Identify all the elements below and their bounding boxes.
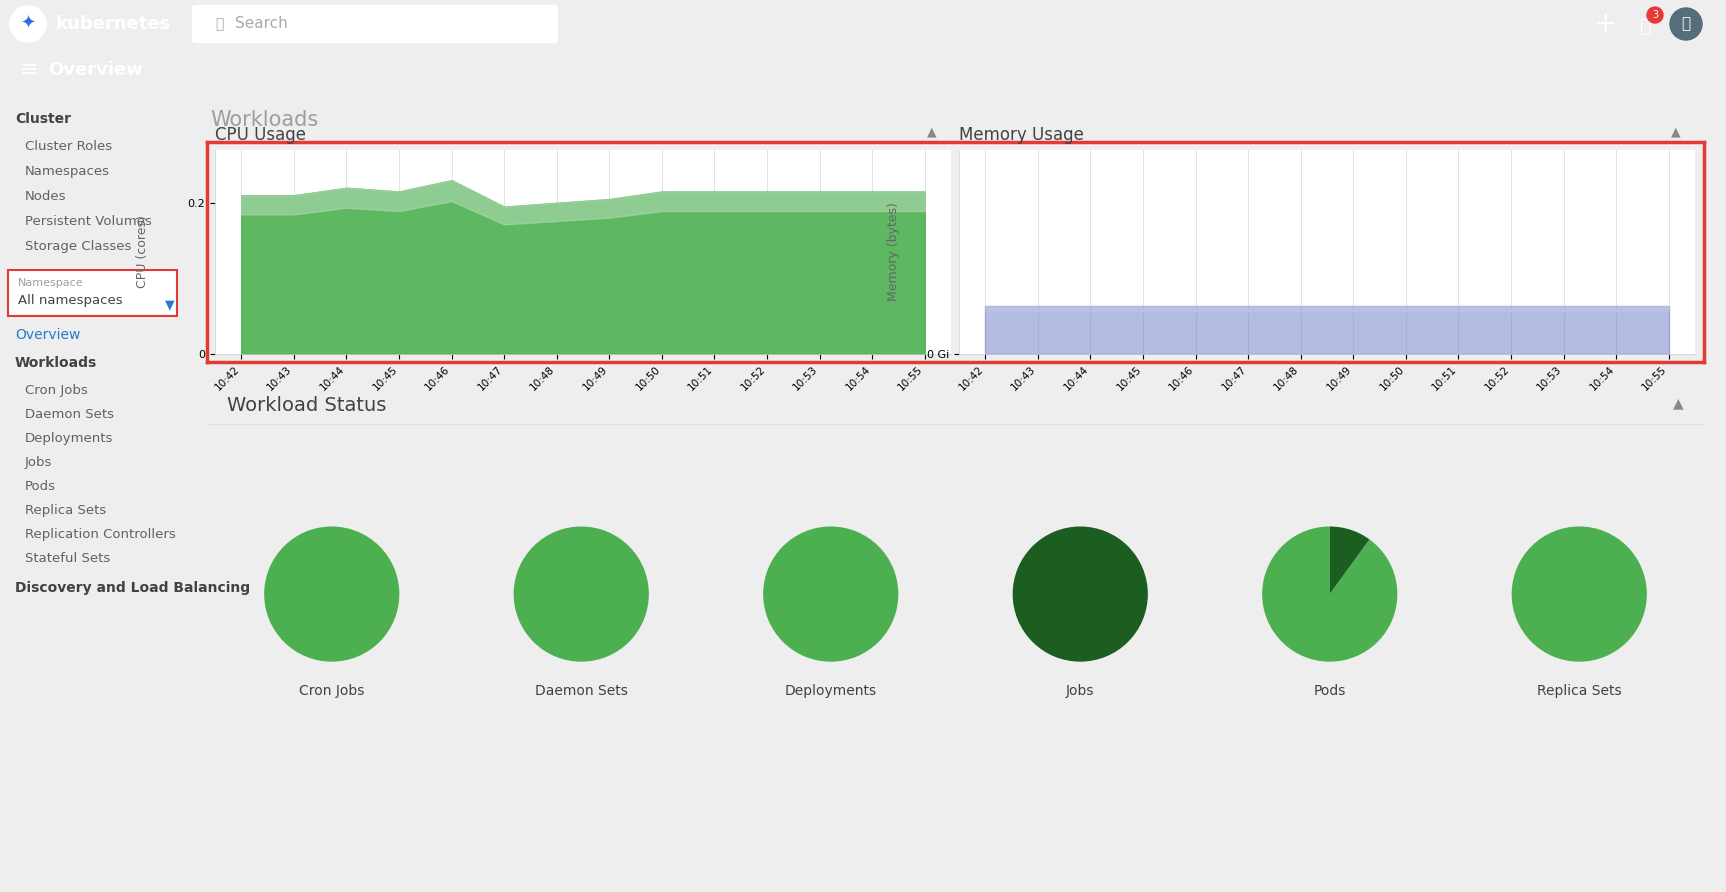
Text: Overview: Overview xyxy=(16,328,81,342)
Text: Overview: Overview xyxy=(48,61,143,79)
Text: 🔔: 🔔 xyxy=(1640,16,1652,36)
Text: Cron Jobs: Cron Jobs xyxy=(299,683,364,698)
Text: +: + xyxy=(1595,10,1617,38)
Text: Pods: Pods xyxy=(24,480,55,493)
Text: Deployments: Deployments xyxy=(785,683,877,698)
Text: Pods: Pods xyxy=(1313,683,1346,698)
Text: ✦: ✦ xyxy=(21,15,36,33)
Wedge shape xyxy=(264,526,399,662)
Y-axis label: Memory (bytes): Memory (bytes) xyxy=(887,202,901,301)
Text: Persistent Volumes: Persistent Volumes xyxy=(24,215,152,228)
Text: 🔍: 🔍 xyxy=(216,17,223,31)
Text: ▲: ▲ xyxy=(1674,396,1685,410)
Text: Replica Sets: Replica Sets xyxy=(24,504,107,517)
Wedge shape xyxy=(514,526,649,662)
Text: Workloads: Workloads xyxy=(16,356,97,370)
Text: Search: Search xyxy=(235,16,288,31)
Text: 3: 3 xyxy=(1652,10,1659,20)
Text: Namespace: Namespace xyxy=(17,278,83,288)
Text: Stateful Sets: Stateful Sets xyxy=(24,552,110,565)
FancyBboxPatch shape xyxy=(9,270,178,316)
Wedge shape xyxy=(1262,526,1398,662)
Text: ▲: ▲ xyxy=(1671,126,1681,139)
FancyBboxPatch shape xyxy=(192,5,557,43)
Text: Nodes: Nodes xyxy=(24,190,67,203)
Wedge shape xyxy=(1329,526,1369,594)
Text: Workload Status: Workload Status xyxy=(228,396,387,415)
Circle shape xyxy=(10,6,47,42)
Wedge shape xyxy=(1512,526,1647,662)
Y-axis label: CPU (cores): CPU (cores) xyxy=(136,216,148,288)
Text: Discovery and Load Balancing: Discovery and Load Balancing xyxy=(16,581,250,595)
Text: Replica Sets: Replica Sets xyxy=(1536,683,1621,698)
Text: Replication Controllers: Replication Controllers xyxy=(24,528,176,541)
Text: Cluster: Cluster xyxy=(16,112,71,126)
Text: ≡: ≡ xyxy=(21,60,38,80)
Wedge shape xyxy=(1013,526,1148,662)
Text: Memory Usage: Memory Usage xyxy=(960,127,1084,145)
Text: Namespaces: Namespaces xyxy=(24,165,110,178)
Text: 👤: 👤 xyxy=(1681,16,1690,31)
Text: All namespaces: All namespaces xyxy=(17,294,123,307)
Circle shape xyxy=(1671,8,1702,40)
Text: kubernetes: kubernetes xyxy=(55,15,171,33)
Text: Jobs: Jobs xyxy=(24,456,52,469)
Text: Daemon Sets: Daemon Sets xyxy=(24,408,114,421)
Text: Jobs: Jobs xyxy=(1067,683,1094,698)
Text: Workloads: Workloads xyxy=(211,110,318,130)
Text: Daemon Sets: Daemon Sets xyxy=(535,683,628,698)
Circle shape xyxy=(1647,7,1662,23)
Text: Storage Classes: Storage Classes xyxy=(24,240,131,253)
Text: ▼: ▼ xyxy=(166,298,174,311)
Wedge shape xyxy=(763,526,898,662)
Text: Cluster Roles: Cluster Roles xyxy=(24,140,112,153)
Text: Cron Jobs: Cron Jobs xyxy=(24,384,88,397)
Text: CPU Usage: CPU Usage xyxy=(216,127,306,145)
Text: Deployments: Deployments xyxy=(24,432,114,445)
Text: ▲: ▲ xyxy=(927,126,935,139)
